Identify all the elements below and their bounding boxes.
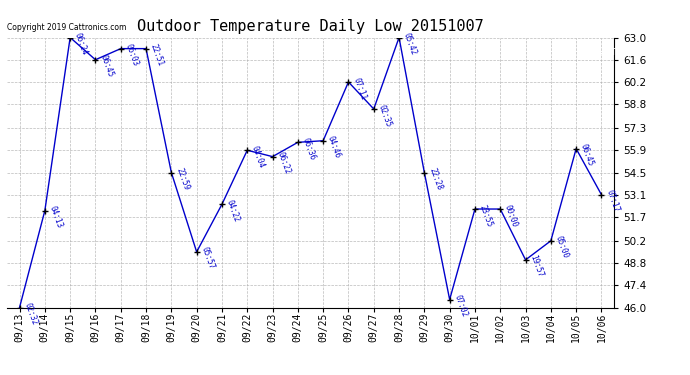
Text: 07:17: 07:17: [604, 189, 620, 214]
Text: 06:45: 06:45: [579, 143, 595, 168]
Text: 07:11: 07:11: [351, 76, 368, 101]
Text: 04:04: 04:04: [250, 144, 266, 169]
Text: 23:55: 23:55: [477, 203, 494, 228]
Text: 22:51: 22:51: [149, 43, 165, 68]
Text: 00:00: 00:00: [503, 203, 520, 228]
Text: 05:57: 05:57: [199, 246, 216, 271]
Text: 06:22: 06:22: [275, 151, 292, 176]
Text: 05:42: 05:42: [402, 32, 418, 57]
Text: 02:35: 02:35: [377, 103, 393, 128]
Text: 07:02: 07:02: [453, 294, 469, 318]
Text: 19:57: 19:57: [529, 254, 544, 279]
Text: 04:46: 04:46: [326, 135, 342, 160]
Title: Outdoor Temperature Daily Low 20151007: Outdoor Temperature Daily Low 20151007: [137, 18, 484, 33]
Text: Temperature (°F): Temperature (°F): [611, 48, 690, 57]
Text: 06:45: 06:45: [98, 54, 115, 79]
Text: 22:28: 22:28: [427, 166, 444, 192]
Text: 05:00: 05:00: [553, 235, 570, 260]
Text: Copyright 2019 Cattronics.com: Copyright 2019 Cattronics.com: [7, 23, 126, 32]
Text: 04:13: 04:13: [48, 205, 64, 230]
Text: 06:36: 06:36: [301, 136, 317, 161]
Text: 06:24: 06:24: [73, 32, 89, 57]
Text: 04:22: 04:22: [225, 198, 241, 223]
Text: 02:32: 02:32: [22, 302, 39, 327]
Text: 06:03: 06:03: [124, 43, 140, 68]
Text: 22:59: 22:59: [174, 166, 190, 192]
